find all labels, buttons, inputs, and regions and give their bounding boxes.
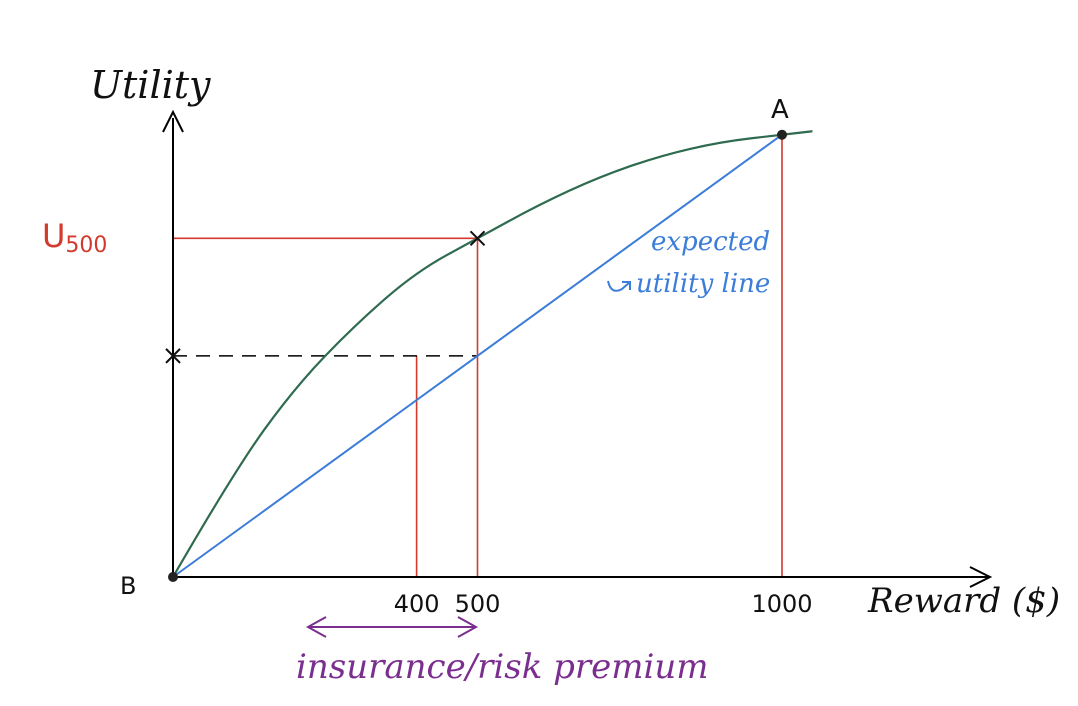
y-axis-arrow: [162, 109, 184, 133]
utility-curve: [172, 130, 813, 578]
point-b-marker: [168, 572, 178, 582]
u500-letter: U: [42, 217, 65, 255]
x-tick-labels: 400 500 1000: [394, 590, 813, 618]
premium-label: insurance/risk premium: [296, 647, 709, 687]
y-axis-label: Utility: [90, 63, 211, 107]
point-b-label: B: [120, 572, 136, 600]
point-a-label: A: [771, 95, 789, 125]
x-axis-label: Reward ($): [867, 581, 1060, 621]
expected-utility-annotation-2: utility line: [636, 269, 770, 299]
u500-cross-marker: [469, 230, 486, 246]
expected-utility-annotation-1: expected: [651, 227, 770, 257]
premium-arrow: [305, 616, 479, 638]
x-axis-arrow: [969, 566, 993, 588]
expected-utility-hook-arrow-icon: [607, 280, 631, 292]
guide-lines: [173, 134, 783, 577]
u500-subscript: 500: [65, 233, 107, 258]
x-tick-label: 400: [394, 590, 440, 618]
expected-utility-line: [172, 133, 783, 578]
markers: [165, 129, 787, 582]
point-a-marker: [777, 129, 787, 140]
expected-utility-cross-marker: [165, 348, 181, 364]
x-tick-label: 500: [455, 590, 501, 618]
u500-label: U500: [42, 217, 107, 258]
x-tick-label: 1000: [751, 590, 812, 618]
